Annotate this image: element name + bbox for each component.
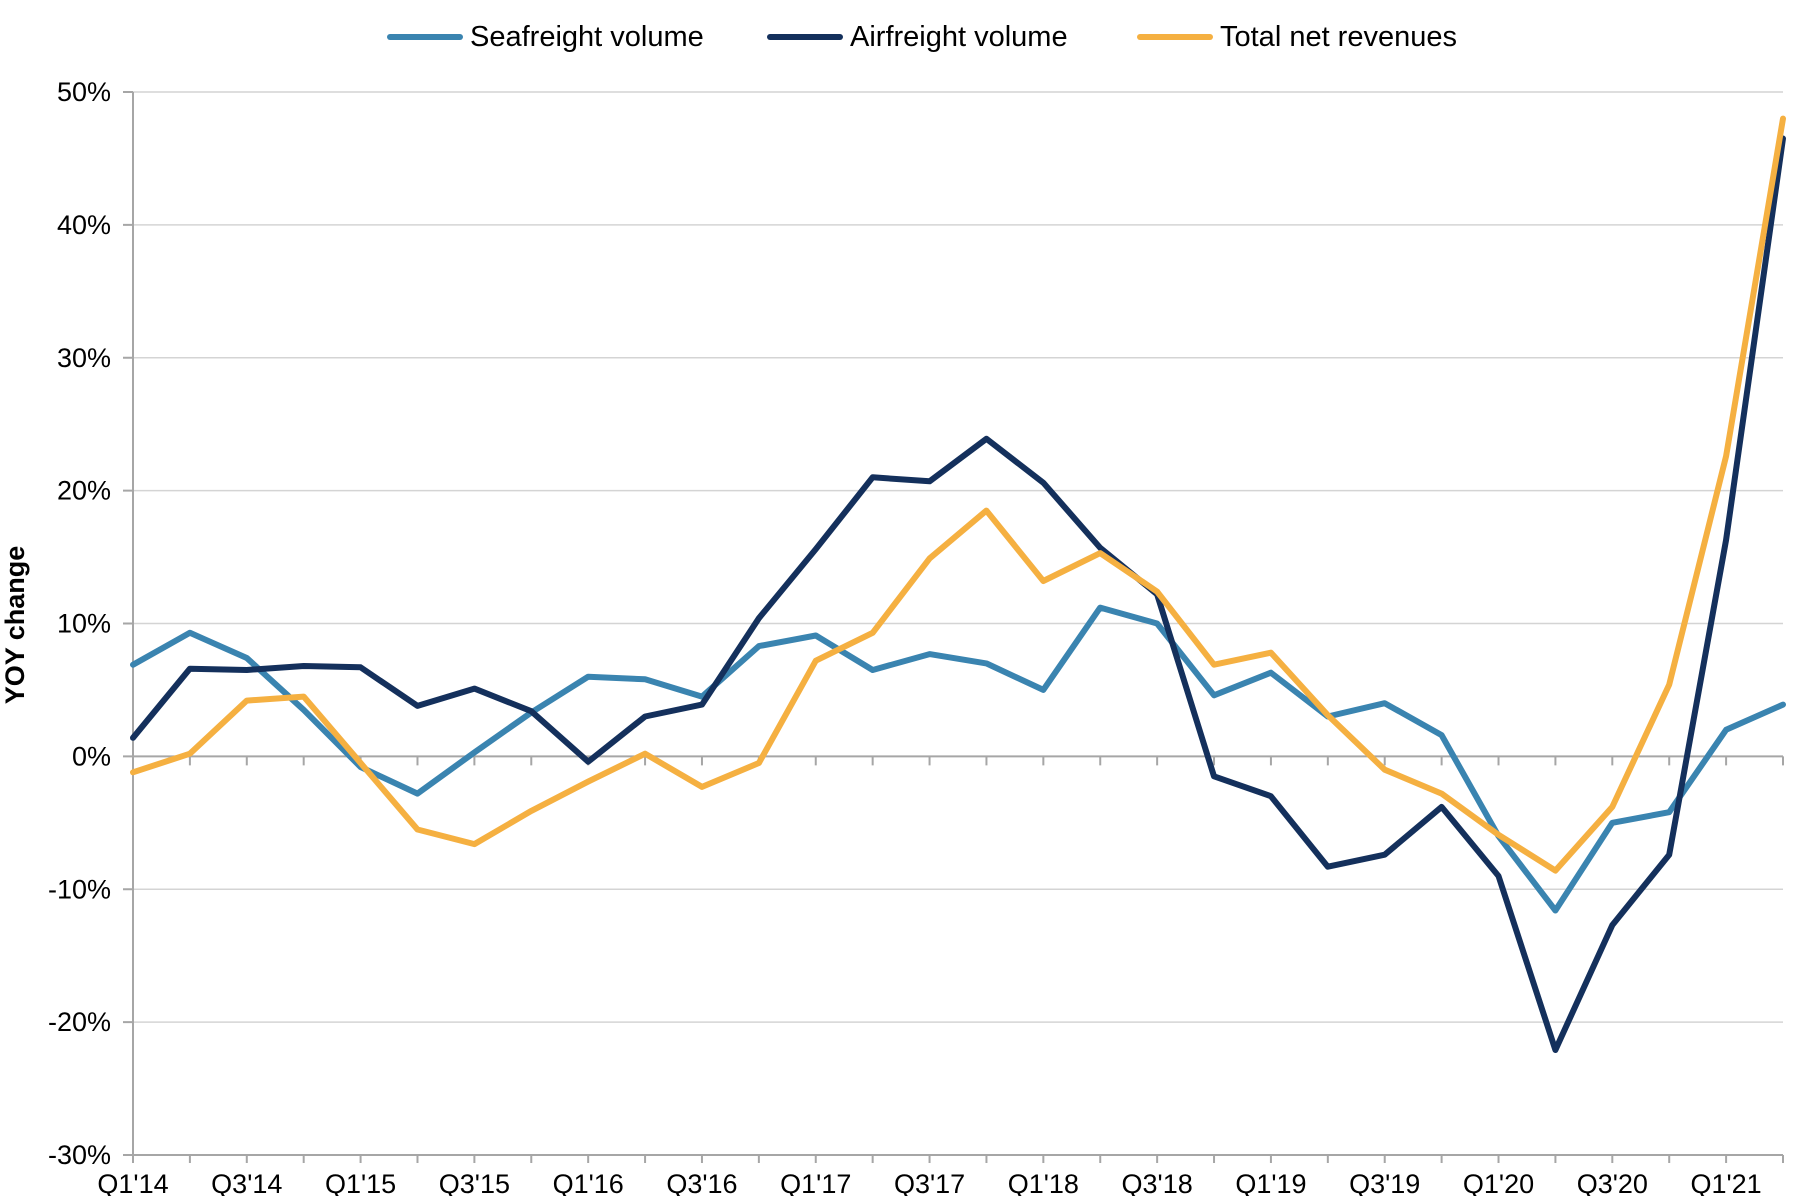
y-tick-label: 30% <box>57 343 111 373</box>
x-tick-label: Q1'16 <box>553 1169 624 1196</box>
x-tick-label: Q3'19 <box>1349 1169 1420 1196</box>
y-tick-label: 40% <box>57 210 111 240</box>
x-tick-label: Q3'17 <box>894 1169 965 1196</box>
x-tick-label: Q1'14 <box>97 1169 168 1196</box>
axes: 50% 40% 30% 20% 10% 0% -10% -20% -30%Q1'14 Q3'14 Q… <box>48 77 1784 1199</box>
y-tick-label: -10% <box>48 874 111 904</box>
y-axis-title: YOY change <box>0 546 30 705</box>
y-tick-label: 0% <box>72 741 111 771</box>
legend-item-airfreight-volume: Airfreight volume <box>767 21 1068 53</box>
x-tick-label: Q1'17 <box>780 1169 851 1196</box>
series-lines <box>130 115 1786 1053</box>
legend-label: Airfreight volume <box>850 21 1068 53</box>
x-tick-label: Q3'14 <box>211 1169 282 1196</box>
legend-label: Total net revenues <box>1220 21 1457 53</box>
series-line-seafreight-volume <box>130 604 1786 914</box>
x-tick-label: Q1'21 <box>1690 1169 1761 1196</box>
x-tick-label: Q1'19 <box>1235 1169 1306 1196</box>
y-tick-label: -30% <box>48 1140 111 1170</box>
y-tick-label: 20% <box>57 476 111 506</box>
x-tick-label: Q1'15 <box>325 1169 396 1196</box>
x-tick-label: Q3'20 <box>1577 1169 1648 1196</box>
y-tick-label: 10% <box>57 609 111 639</box>
series-line-total-net-revenues <box>130 115 1786 874</box>
legend-item-total-net-revenues: Total net revenues <box>1137 21 1457 53</box>
x-tick-label: Q3'15 <box>439 1169 510 1196</box>
legend: Seafreight volume Airfreight volume Total … <box>387 21 1457 53</box>
y-tick-label: 50% <box>57 77 111 107</box>
grid-lines <box>133 91 1783 1156</box>
y-tick-label: -20% <box>48 1007 111 1037</box>
legend-item-seafreight-volume: Seafreight volume <box>387 21 704 53</box>
legend-label: Seafreight volume <box>470 21 704 53</box>
x-tick-label: Q1'20 <box>1463 1169 1534 1196</box>
x-tick-label: Q3'16 <box>666 1169 737 1196</box>
x-tick-label: Q3'18 <box>1122 1169 1193 1196</box>
x-tick-label: Q1'18 <box>1008 1169 1079 1196</box>
series-line-airfreight-volume <box>130 135 1786 1053</box>
